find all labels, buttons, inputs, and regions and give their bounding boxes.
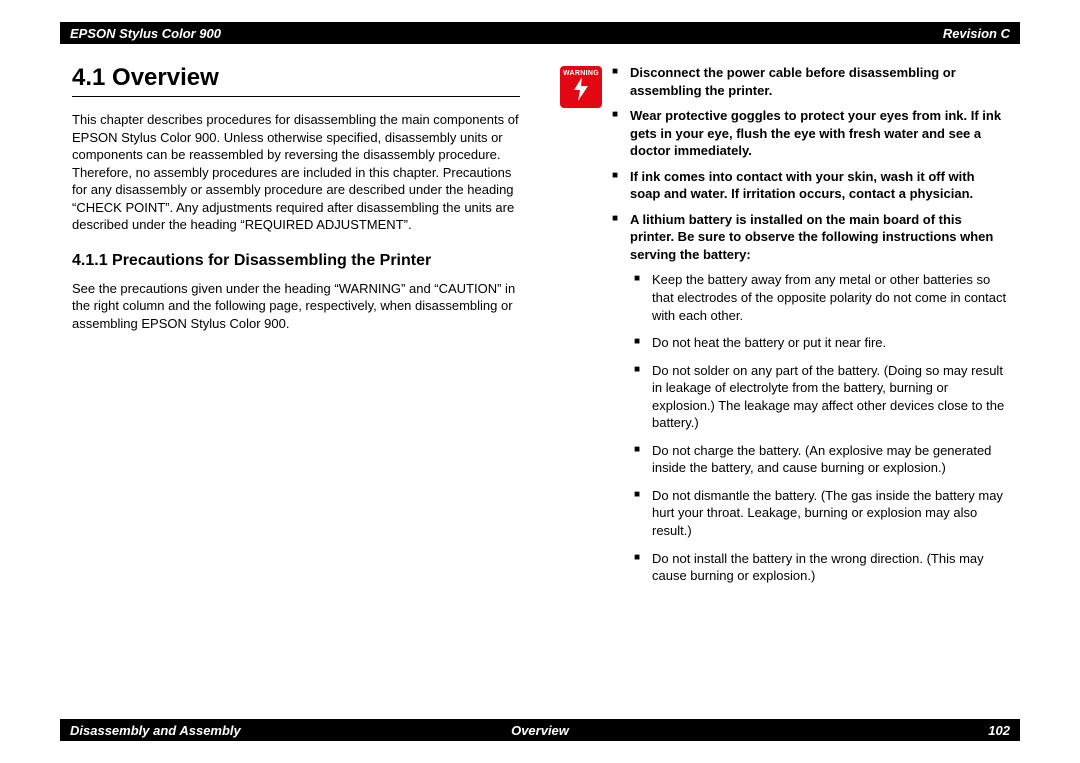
battery-sub-item: Do not solder on any part of the battery…: [630, 362, 1008, 432]
battery-sub-item: Do not heat the battery or put it near f…: [630, 334, 1008, 352]
right-column: WARNING Disconnect the power cable befor…: [540, 54, 1020, 709]
footer-bar: Disassembly and Assembly Overview 102: [60, 719, 1020, 741]
footer-left: Disassembly and Assembly: [70, 723, 241, 738]
battery-sub-item: Do not dismantle the battery. (The gas i…: [630, 487, 1008, 540]
warning-item-text: A lithium battery is installed on the ma…: [630, 212, 993, 262]
warning-item: Disconnect the power cable before disass…: [612, 64, 1008, 99]
footer-center: Overview: [511, 723, 569, 738]
header-bar: EPSON Stylus Color 900 Revision C: [60, 22, 1020, 44]
footer-page-number: 102: [988, 723, 1010, 738]
warning-item: Wear protective goggles to protect your …: [612, 107, 1008, 160]
battery-sub-item: Do not charge the battery. (An explosive…: [630, 442, 1008, 477]
precautions-paragraph: See the precautions given under the head…: [72, 280, 520, 333]
left-column: 4.1 Overview This chapter describes proc…: [60, 54, 540, 709]
warning-list: Disconnect the power cable before disass…: [612, 64, 1008, 595]
warning-block: WARNING Disconnect the power cable befor…: [560, 64, 1008, 595]
battery-sub-item: Do not install the battery in the wrong …: [630, 550, 1008, 585]
page: EPSON Stylus Color 900 Revision C 4.1 Ov…: [0, 0, 1080, 763]
lightning-icon: [572, 77, 590, 105]
header-left: EPSON Stylus Color 900: [70, 26, 221, 41]
content-area: 4.1 Overview This chapter describes proc…: [60, 54, 1020, 709]
warning-icon: WARNING: [560, 66, 602, 108]
section-title: 4.1 Overview: [72, 64, 520, 92]
section-divider: [72, 96, 520, 97]
battery-sublist: Keep the battery away from any metal or …: [630, 271, 1008, 584]
warning-item: A lithium battery is installed on the ma…: [612, 211, 1008, 585]
warning-item: If ink comes into contact with your skin…: [612, 168, 1008, 203]
battery-sub-item: Keep the battery away from any metal or …: [630, 271, 1008, 324]
overview-paragraph: This chapter describes procedures for di…: [72, 111, 520, 234]
header-right: Revision C: [943, 26, 1010, 41]
subsection-title: 4.1.1 Precautions for Disassembling the …: [72, 252, 520, 270]
warning-icon-label: WARNING: [563, 70, 599, 77]
